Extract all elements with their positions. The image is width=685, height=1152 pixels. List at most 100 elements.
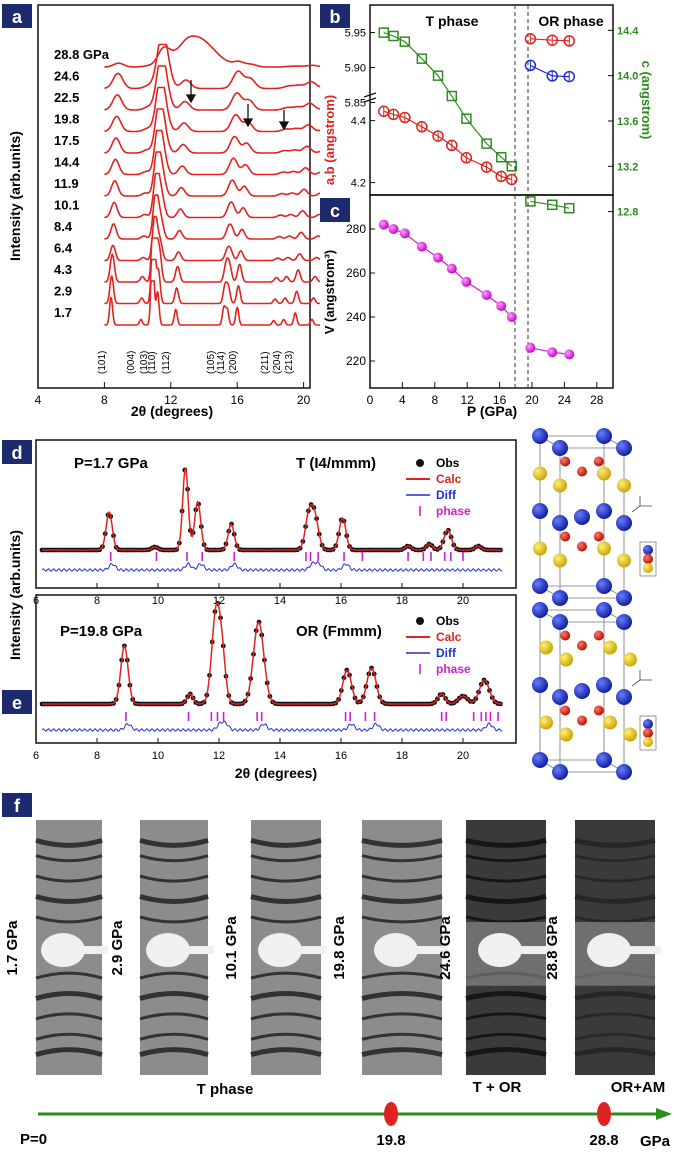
pressure-label: 19.8 [54,112,79,127]
panel-d-phase: T (I4/mmm) [296,455,376,472]
data-point [416,53,428,64]
series-line [383,32,513,167]
diffraction-ring [139,838,209,848]
xrd-curve [104,43,321,90]
atom-blue [532,503,548,519]
diffraction-ring [465,1012,547,1021]
key-blue [643,545,653,555]
atom-yellow [623,652,637,667]
xtick-label: 10 [152,750,164,762]
key-yellow [643,737,653,747]
hkl-label: (103) [139,351,150,374]
panel-e-letter: e [12,693,22,713]
calc-curve [42,602,503,705]
atom-red [577,640,587,651]
xtick-label: 8 [94,750,100,762]
volume-point [496,301,507,311]
atom-yellow [623,727,637,742]
diffraction-ring [361,874,443,883]
pressure-label-f: 24.6 GPa [437,916,454,980]
pressure-label-f: 28.8 GPa [544,916,561,980]
key-yellow [643,563,653,573]
beam-stop-arm [188,946,214,955]
atom-blue [616,440,632,456]
diffraction-ring [574,1047,656,1058]
panel-f-badge [2,793,32,817]
panel-e-frame [35,594,517,744]
panel-a-curves [104,35,321,326]
pressure-label: 6.4 [54,241,73,256]
diff-curve [41,561,503,572]
pressure-label-f: 19.8 GPa [331,916,348,980]
diffraction-ring [361,894,443,904]
volume-point [481,290,492,300]
pressure-timeline: T phase T + OR OR+AM P=0 19.8 28.8 GPa [20,1079,672,1150]
panel-b-left-tick-label: 5.85 [345,98,366,110]
data-point [495,151,507,163]
diffraction-ring [574,874,656,883]
diffraction-ring [574,1032,656,1041]
hkl-label: (004) [126,351,137,374]
legend-diff: Diff [436,646,457,660]
atom-red [577,466,587,477]
diffraction-ring [250,894,322,904]
panel-b-badge [320,4,350,28]
timeline-marker-28-8 [597,1102,611,1126]
atom-red [593,630,604,641]
beam-stop [146,933,190,968]
diffraction-ring [361,854,443,863]
diff-curve [41,720,503,732]
diffraction-ring [361,915,443,924]
diffraction-ring [250,874,322,883]
panel-d-ticks: 6 8 10 12 14 16 18 20 [33,583,469,607]
diffraction-ring [35,1047,103,1057]
xtick-label: 12 [213,750,225,762]
diffraction-ring [465,991,547,1001]
panel-b-right-ylabel: c (angstrom) [639,61,654,140]
beam-stop-arm [416,946,448,955]
panel-a-xtick-label: 12 [164,393,178,407]
axis-triad [631,670,652,687]
panel-c-xtick-label: 12 [461,393,475,407]
diffraction-ring [250,915,322,924]
calc-curve [42,466,503,551]
volume-point [525,342,536,353]
panel-d-badge [2,440,32,464]
panel-a: a Intensity (arb.units) 2θ (degrees) 4 8 1… [2,4,321,419]
xrd-curve [104,280,320,326]
xtick-label: 20 [457,750,469,762]
data-point [506,161,517,172]
key-red [643,728,653,738]
atom-blue [552,764,568,780]
atom-yellow [597,541,611,556]
panel-e-plot [39,601,503,732]
xrd-curve [104,172,320,219]
key-blue [643,719,653,729]
panel-e-pressure: P=19.8 GPa [60,623,143,640]
xtick-label: 16 [335,595,347,607]
panel-c-ytick-label: 220 [346,354,366,368]
atom-blue [532,677,548,693]
atom-yellow [559,652,573,667]
beam-stop [478,933,522,968]
data-point [564,202,575,214]
xtick-label: 18 [396,595,408,607]
panel-c-ytick-label: 260 [346,266,366,280]
panel-c-ticks: 280 260 240 220 0 4 8 12 16 20 24 28 [346,222,604,407]
atom-yellow [539,715,553,730]
diffraction-ring [35,838,103,848]
pressure-label: 28.8 GPa [54,47,110,62]
diffraction-ring [465,874,547,883]
panel-a-xtick-label: 8 [101,393,108,407]
atom-blue [532,752,548,768]
hkl-label: (204) [272,351,283,374]
panel-e-xlabel: 2θ (degrees) [235,765,317,781]
xrd-curve [104,151,321,197]
diffraction-ring [35,915,103,924]
pressure-label: 4.3 [54,262,72,277]
xtick-label: 14 [274,595,286,607]
xtick-label: 6 [33,750,39,762]
atom-blue [596,428,612,444]
atom-red [577,541,587,552]
hkl-label: (213) [284,351,295,374]
